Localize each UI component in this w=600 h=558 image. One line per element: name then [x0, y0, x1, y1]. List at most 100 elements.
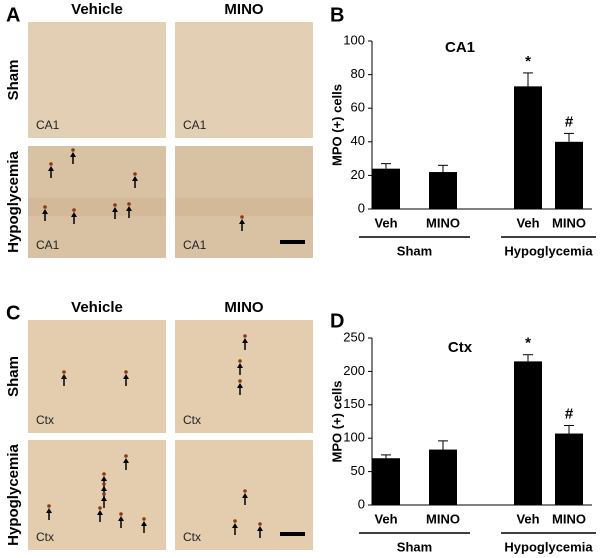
arrow-head — [71, 212, 77, 217]
image-label: Ctx — [183, 530, 201, 544]
scale-bar — [280, 240, 305, 244]
cell-dot — [119, 512, 123, 516]
x-tick-label: Veh — [374, 215, 397, 230]
cell-dot — [127, 202, 131, 206]
annotation: # — [565, 405, 574, 422]
bar — [429, 449, 457, 505]
cell-dot — [102, 492, 106, 496]
cell-layer — [175, 198, 313, 216]
micrograph — [175, 320, 313, 433]
column-header: Vehicle — [71, 1, 123, 18]
panel-label: B — [330, 4, 344, 26]
annotation: * — [525, 53, 531, 70]
y-tick-label: 0 — [358, 200, 365, 215]
row-header: Sham — [5, 60, 22, 101]
scale-bar — [280, 532, 305, 536]
arrow-head — [242, 338, 248, 343]
micrograph — [28, 440, 166, 550]
cell-dot — [124, 454, 128, 458]
cell-dot — [243, 489, 247, 493]
micrograph — [175, 22, 313, 138]
cell-dot — [124, 370, 128, 374]
y-tick-label: 50 — [351, 463, 365, 478]
annotation: * — [525, 335, 531, 352]
y-tick-label: 100 — [343, 430, 365, 445]
arrow-head — [61, 374, 67, 379]
bar — [555, 433, 583, 505]
cell-dot — [142, 517, 146, 521]
column-header: MINO — [224, 299, 263, 316]
cell-dot — [102, 482, 106, 486]
cell-dot — [102, 472, 106, 476]
annotation: # — [565, 113, 574, 130]
group-label: Sham — [397, 243, 432, 258]
cell-dot — [233, 519, 237, 523]
cell-dot — [71, 148, 75, 152]
cell-dot — [240, 215, 244, 219]
row-header: Sham — [5, 356, 22, 397]
column-header: MINO — [224, 1, 263, 18]
y-tick-label: 40 — [351, 133, 365, 148]
cell-dot — [238, 379, 242, 383]
cell-dot — [113, 203, 117, 207]
y-tick-label: 80 — [351, 66, 365, 81]
arrow-head — [237, 383, 243, 388]
row-header: Hypoglycemia — [5, 443, 22, 545]
cell-dot — [133, 172, 137, 176]
arrow-head — [123, 458, 129, 463]
y-tick-label: 250 — [343, 329, 365, 344]
bar — [555, 141, 583, 209]
image-label: CA1 — [36, 238, 60, 252]
group-label: Hypoglycemia — [504, 539, 593, 554]
chart-title: CA1 — [445, 39, 475, 56]
micrograph — [28, 320, 166, 433]
cell-layer — [28, 198, 166, 216]
image-label: CA1 — [36, 118, 60, 132]
arrow-head — [123, 374, 129, 379]
y-tick-label: 20 — [351, 167, 365, 182]
cell-dot — [47, 504, 51, 508]
x-tick-label: Veh — [374, 511, 397, 526]
arrow-head — [48, 166, 54, 171]
bar — [429, 172, 457, 209]
y-axis-label: MPO (+) cells — [329, 381, 344, 463]
column-header: Vehicle — [71, 299, 123, 316]
arrow-head — [46, 508, 52, 513]
arrow-head — [112, 207, 118, 212]
group-label: Hypoglycemia — [504, 243, 593, 258]
arrow-head — [232, 523, 238, 528]
y-tick-label: 60 — [351, 100, 365, 115]
arrow-head — [101, 496, 107, 501]
panel-label: C — [6, 302, 20, 324]
x-tick-label: Veh — [516, 511, 539, 526]
panel-label: A — [6, 4, 20, 26]
cell-dot — [238, 359, 242, 363]
x-tick-label: MINO — [552, 215, 586, 230]
cell-dot — [258, 522, 262, 526]
image-label: Ctx — [36, 413, 54, 427]
cell-dot — [49, 162, 53, 166]
y-tick-label: 0 — [358, 496, 365, 511]
arrow-head — [42, 209, 48, 214]
image-label: Ctx — [36, 530, 54, 544]
y-axis-label: MPO (+) cells — [329, 84, 344, 166]
arrow-head — [118, 516, 124, 521]
row-header: Hypoglycemia — [5, 150, 22, 252]
x-tick-label: Veh — [516, 215, 539, 230]
cell-dot — [43, 205, 47, 209]
y-tick-label: 200 — [343, 363, 365, 378]
cell-dot — [98, 506, 102, 510]
image-label: CA1 — [183, 238, 207, 252]
arrow-head — [141, 521, 147, 526]
y-tick-label: 150 — [343, 396, 365, 411]
image-label: Ctx — [183, 413, 201, 427]
x-tick-label: MINO — [426, 511, 460, 526]
arrow-head — [237, 363, 243, 368]
bar — [514, 361, 542, 505]
micrograph — [28, 22, 166, 138]
arrow-head — [242, 493, 248, 498]
cell-dot — [62, 370, 66, 374]
panel-label: D — [330, 310, 344, 332]
group-label: Sham — [397, 539, 432, 554]
